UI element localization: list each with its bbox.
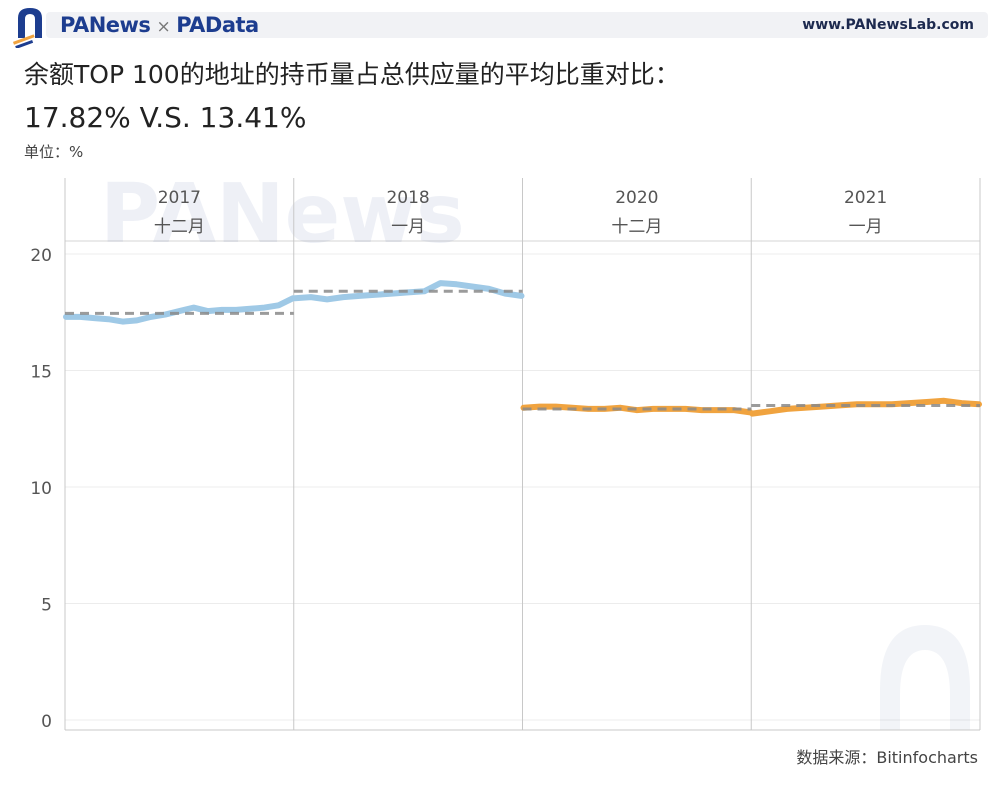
brand-separator: × xyxy=(156,17,171,37)
brand-title: PANews × PAData xyxy=(60,12,259,40)
site-url[interactable]: www.PANewsLab.com xyxy=(802,17,974,33)
y-tick-label: 15 xyxy=(30,363,52,383)
data-source: 数据来源：Bitinfocharts xyxy=(796,748,978,767)
y-tick-label: 0 xyxy=(41,712,52,732)
y-tick-label: 5 xyxy=(41,596,52,616)
panel-month-label: 十二月 xyxy=(154,217,205,237)
header-bar xyxy=(46,12,988,38)
panel-year-label: 2018 xyxy=(386,188,429,208)
chart-subtitle: 17.82% V.S. 13.41% xyxy=(24,101,307,134)
unit-label: 单位：% xyxy=(24,143,84,161)
panel-year-label: 2020 xyxy=(615,188,658,208)
panel-month-label: 十二月 xyxy=(611,217,662,237)
panel-year-label: 2021 xyxy=(844,188,887,208)
series-line xyxy=(749,397,982,417)
series-line xyxy=(291,280,525,303)
panel-year-label: 2017 xyxy=(158,188,201,208)
panel-month-label: 一月 xyxy=(849,217,883,237)
panews-logo-icon xyxy=(12,8,42,48)
watermark-panews: PANews xyxy=(100,170,465,262)
y-tick-label: 20 xyxy=(30,246,52,266)
series-line xyxy=(63,295,296,325)
chart-title: 余额TOP 100的地址的持币量占总供应量的平均比重对比： xyxy=(24,60,680,89)
watermark-logo-icon xyxy=(880,625,970,730)
series-line xyxy=(520,403,754,416)
y-tick-label: 10 xyxy=(30,479,52,499)
panel-month-label: 一月 xyxy=(391,217,425,237)
brand-left: PANews xyxy=(60,13,151,37)
brand-right: PAData xyxy=(176,13,259,37)
